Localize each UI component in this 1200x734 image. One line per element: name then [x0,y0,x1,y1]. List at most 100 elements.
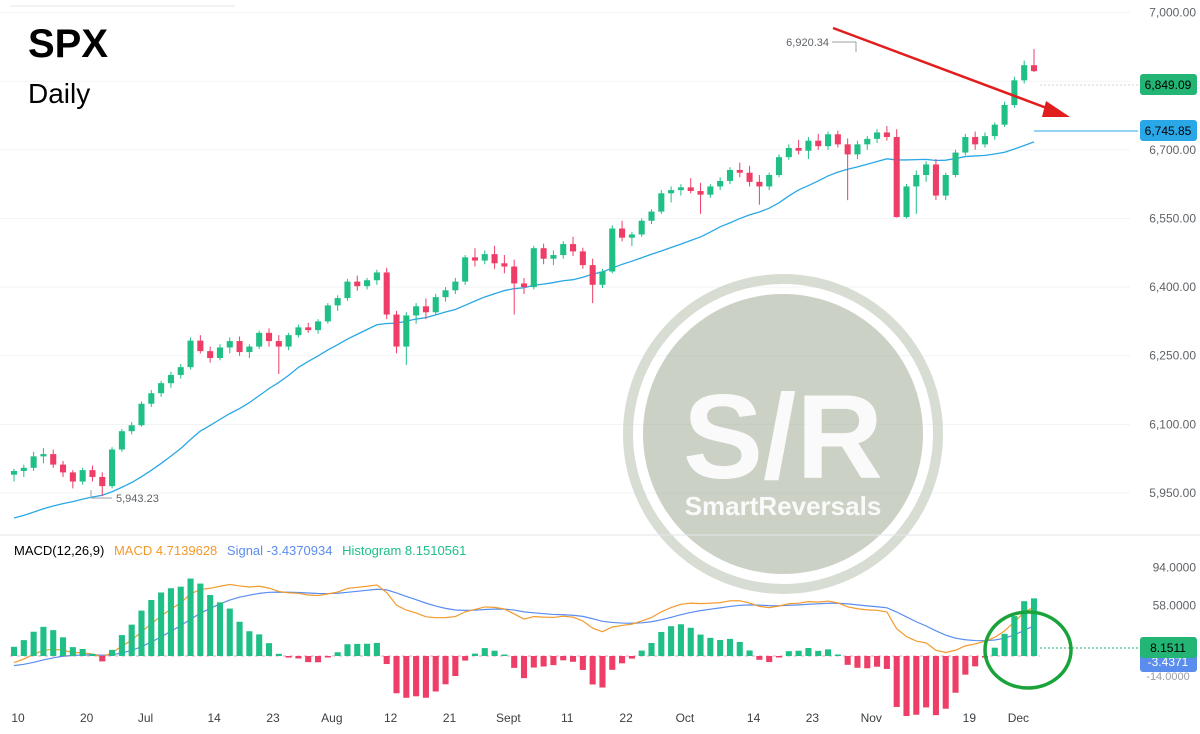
histogram-bar [138,610,145,656]
histogram-bar [187,578,194,656]
histogram-bar [59,637,67,656]
histogram-bar [89,653,96,656]
candle-body [471,257,479,261]
histogram-bar [265,643,273,656]
candle-body [295,327,302,336]
candle-body [216,347,224,359]
candle-body [1021,65,1028,81]
candle-body [746,172,753,182]
time-tick-label: 21 [443,711,457,725]
histogram-bar [824,649,832,656]
macd-tick-label: 58.0000 [1153,598,1197,612]
time-tick-label: 10 [11,711,25,725]
histogram-bar [314,656,322,663]
histogram-bar [864,656,871,669]
candle-body [893,137,900,218]
candle-body [364,280,371,287]
histogram-bar [20,640,27,656]
candle-body [991,124,998,137]
histogram-bar [815,650,822,656]
histogram-bar [520,656,528,679]
histogram-bar [726,638,734,656]
histogram-bar [79,648,86,656]
histogram-bar [432,656,439,692]
histogram-bar [295,656,302,659]
candle-body [707,186,714,195]
histogram-bar [883,656,890,669]
candle-body [1001,104,1008,125]
signal-tag-value: -3.4371 [1148,655,1189,669]
histogram-bar [354,643,361,656]
candle-body [89,470,96,477]
candle-body [550,255,557,259]
candle-body [99,476,106,487]
macd-legend-macd: MACD 4.7139628 [113,543,218,558]
histogram-bar [540,656,547,667]
candle-body [952,152,959,175]
macd-legend-signal: Signal -3.4370934 [226,543,333,558]
candle-body [658,193,665,212]
candles [10,49,1038,497]
chart-subtitle: Daily [28,78,91,109]
histogram-bar [923,656,930,708]
histogram-bar [599,656,606,688]
histogram-bar [383,656,390,665]
candle-body [962,137,969,153]
candle-body [834,134,841,145]
candle-body [619,228,626,238]
ma-price-value: 6,745.85 [1145,124,1192,138]
candle-body [599,271,606,285]
histogram-bar [511,656,518,668]
histogram-bar [893,656,900,707]
candle-body [972,137,979,145]
candle-body [766,174,773,187]
time-tick-label: Jul [138,711,153,725]
histogram-bar [471,653,479,656]
candle-body [511,266,518,284]
candle-body [305,327,312,331]
candle-body [275,341,282,347]
histogram-bar [373,642,380,656]
histogram-bar [991,647,998,656]
histogram-bar [30,631,37,656]
price-tags: 6,849.09 6,745.85 [1140,74,1197,141]
watermark-disc [643,294,923,574]
price-tick-label: 7,000.00 [1149,6,1196,20]
candle-body [923,164,930,175]
candle-body [138,403,145,426]
histogram-bar [913,656,920,715]
candle-body [981,136,989,145]
macd-legend-name: MACD(12,26,9) [14,543,105,558]
macd-tick-label: 94.0000 [1153,561,1197,575]
histogram-bar [422,656,429,698]
candle-body [148,393,155,404]
candle-body [569,244,577,252]
candle-body [481,254,488,261]
candle-body [314,321,322,331]
candle-body [726,169,734,181]
histogram-bar [648,642,655,656]
histogram-bar [40,626,47,656]
histogram-bar [109,649,116,656]
trend-arrow-line [832,26,1053,112]
candle-body [677,187,684,191]
histogram-bar [99,656,106,662]
histogram-bar [550,656,557,666]
price-tick-label: 6,550.00 [1149,211,1196,225]
time-tick-label: 11 [561,711,574,725]
candle-body [520,283,528,288]
histogram-bar [393,656,400,694]
candle-body [69,472,76,482]
macd-signal-line [13,588,1035,667]
candle-body [648,211,655,221]
candle-body [207,351,214,359]
candle-body [59,464,67,473]
candle-body [354,281,361,287]
candle-body [795,148,802,151]
candle-body [344,281,351,299]
time-tick-label: Oct [676,711,695,725]
histogram-bar [736,641,743,656]
histogram-bar [756,656,763,660]
